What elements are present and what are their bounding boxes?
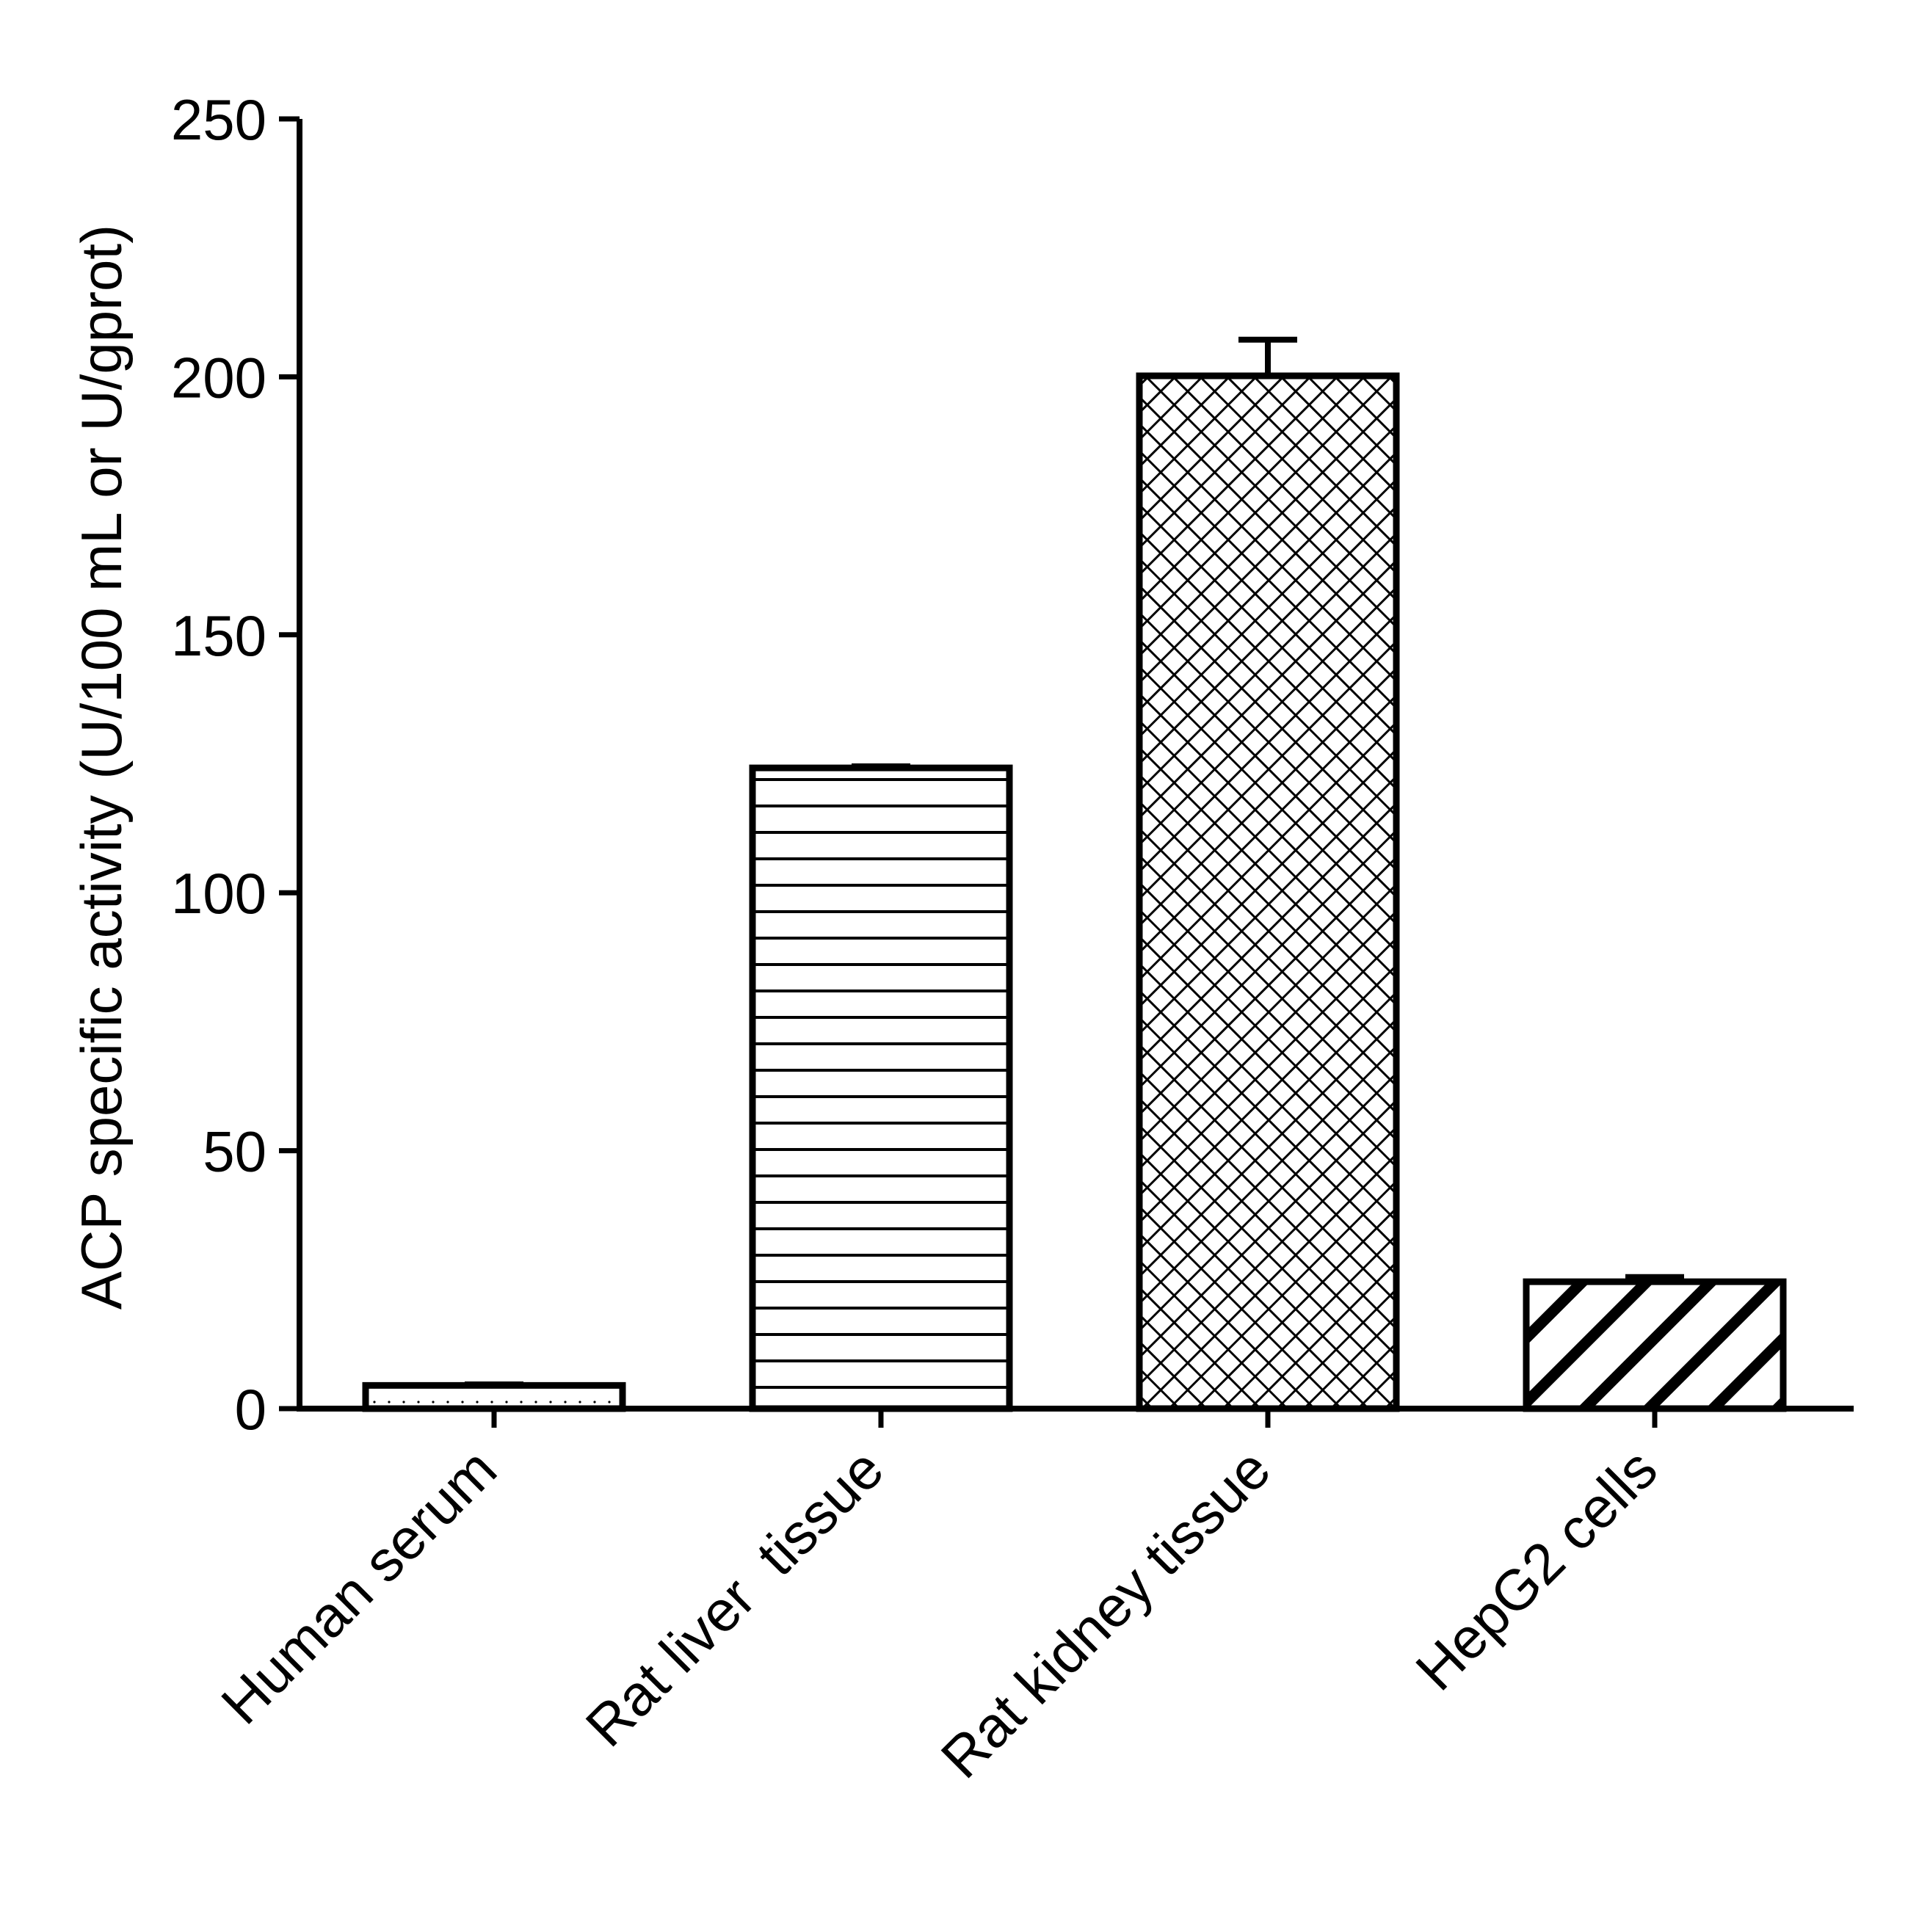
bar	[1523, 1278, 1787, 1412]
y-tick-label: 150	[171, 603, 266, 668]
y-tick-label: 200	[171, 345, 266, 410]
y-tick-label: 50	[203, 1119, 266, 1184]
y-tick-label: 250	[171, 87, 266, 152]
bar	[362, 1381, 626, 1412]
bar	[749, 764, 1013, 1412]
x-tick-label: Human serum	[208, 1437, 509, 1737]
plot-area: Human serum Rat liver tissue Rat kidney ti…	[171, 87, 1854, 1790]
bar	[1136, 372, 1400, 1412]
x-tick-label: HepG2 cells	[1403, 1437, 1669, 1703]
y-tick-label: 100	[171, 861, 266, 926]
x-tick-label: Rat kidney tissue	[929, 1437, 1283, 1790]
y-tick-label: 0	[235, 1377, 266, 1442]
x-tick-label: Rat liver tissue	[573, 1437, 896, 1759]
y-axis-title: ACP specific activity (U/100 mL or U/gpr…	[69, 225, 134, 1310]
